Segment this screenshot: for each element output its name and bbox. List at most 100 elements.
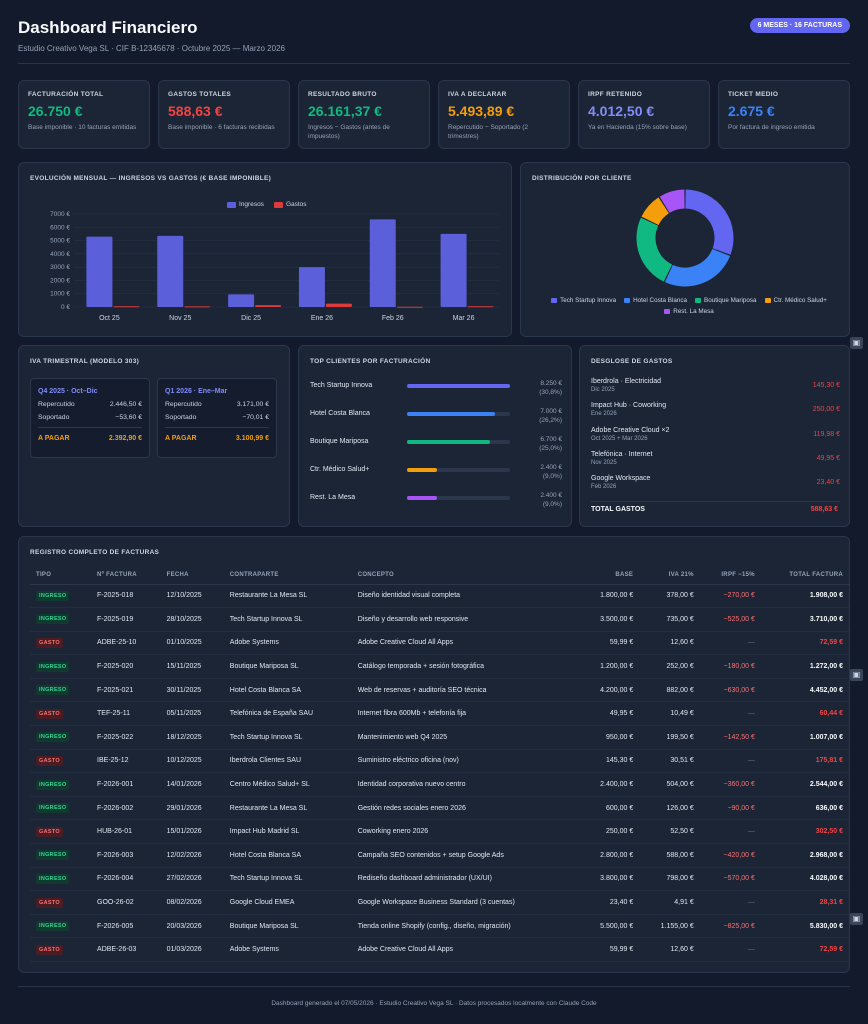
iva-soportado-label: Soportado <box>38 414 70 421</box>
type-cell: GASTO <box>30 937 92 962</box>
total-amount: 1.272,00 € <box>760 654 849 679</box>
counterparty: Google Cloud EMEA <box>223 890 352 915</box>
table-row[interactable]: INGRESO F-2025-021 30/11/2025 Hotel Costa B… <box>30 678 849 703</box>
column-header[interactable]: BASE <box>578 567 640 585</box>
expense-name: Telefónica · Internet <box>591 450 653 458</box>
expense-date: Nov 2025 <box>591 459 617 466</box>
legend-label: Boutique Mariposa <box>704 297 757 304</box>
table-row[interactable]: GASTO ADBE-25-10 01/10/2025 Adobe Systems Ad… <box>30 631 849 656</box>
base-amount: 23,40 € <box>578 890 640 915</box>
expense-bar[interactable] <box>255 305 282 307</box>
invoice-number: TEF-25-11 <box>91 701 161 727</box>
table-row[interactable]: INGRESO F-2025-018 12/10/2025 Restaurante L… <box>30 584 849 609</box>
table-row[interactable]: GASTO IBE-25-12 10/12/2025 Iberdrola Client… <box>30 749 849 774</box>
expense-bar[interactable] <box>184 306 211 308</box>
expense-date: Ene 2026 <box>591 411 617 418</box>
counterparty: Telefónica de España SAU <box>223 701 352 727</box>
invoice-date: 15/01/2026 <box>160 819 224 845</box>
client-row: Ctr. Médico Salud+ 2.400 € (9,0%) <box>310 463 562 485</box>
expense-bar[interactable] <box>113 306 140 308</box>
invoices-table: TIPO Nº FACTURA FECHA CONTRAPARTE CONCEPTO BA… <box>30 567 849 962</box>
column-header[interactable]: CONTRAPARTE <box>223 567 352 585</box>
invoice-date: 20/03/2026 <box>160 914 224 939</box>
iva-pay-value: 3.100,99 € <box>235 435 269 442</box>
kpi-value: 4.012,50 € <box>588 103 655 119</box>
type-cell: INGRESO <box>30 867 92 892</box>
legend-expense-label: Gastos <box>285 201 307 208</box>
type-cell: INGRESO <box>30 843 92 868</box>
expenses-card: DESGLOSE DE GASTOS Iberdrola · Electrici… <box>579 345 850 527</box>
iva-soportado-row: Soportado −53,60 € <box>38 414 142 421</box>
kpi-description: Ya en Hacienda (15% sobre base) <box>588 124 687 131</box>
image-icon[interactable]: ▣ <box>850 337 863 349</box>
counterparty: Restaurante La Mesa SL <box>223 584 352 609</box>
donut-slice[interactable] <box>664 248 731 287</box>
table-row[interactable]: INGRESO F-2026-005 20/03/2026 Boutique Mari… <box>30 914 849 939</box>
income-bar[interactable] <box>86 236 113 307</box>
expense-bar[interactable] <box>396 306 423 308</box>
column-header[interactable]: IRPF −15% <box>699 567 761 585</box>
table-row[interactable]: INGRESO F-2025-020 15/11/2025 Boutique Mari… <box>30 654 849 679</box>
invoice-number: GOO-26-02 <box>91 890 161 915</box>
concept: Catálogo temporada + sesión fotográfica <box>351 654 579 679</box>
column-header[interactable]: Nº FACTURA <box>91 567 161 585</box>
income-bar[interactable] <box>298 267 325 307</box>
image-icon[interactable]: ▣ <box>850 669 863 681</box>
income-bar[interactable] <box>440 233 467 307</box>
concept: Tienda online Shopify (config., diseño, … <box>351 914 579 939</box>
invoice-number: F-2026-003 <box>91 843 161 868</box>
column-header[interactable]: FECHA <box>160 567 224 585</box>
table-row[interactable]: GASTO GOO-26-02 08/02/2026 Google Cloud EME… <box>30 890 849 915</box>
type-badge: GASTO <box>36 826 63 837</box>
expenses-total-label: TOTAL GASTOS <box>591 506 645 513</box>
table-row[interactable]: INGRESO F-2025-019 28/10/2025 Tech Startup … <box>30 607 849 632</box>
donut-slice[interactable] <box>636 217 673 282</box>
column-header[interactable]: CONCEPTO <box>351 567 579 585</box>
type-badge: GASTO <box>36 637 63 648</box>
income-bar[interactable] <box>157 235 184 307</box>
table-row[interactable]: GASTO TEF-25-11 05/11/2025 Telefónica de Es… <box>30 701 849 727</box>
invoice-date: 01/10/2025 <box>160 631 224 656</box>
table-body: INGRESO F-2025-018 12/10/2025 Restaurante L… <box>30 584 849 962</box>
irpf-amount: −525,00 € <box>699 607 761 632</box>
donut-slice[interactable] <box>684 189 734 255</box>
iva-repercutido-row: Repercutido 2.446,50 € <box>38 401 142 408</box>
table-row[interactable]: INGRESO F-2026-002 29/01/2026 Restaurante L… <box>30 796 849 821</box>
base-amount: 950,00 € <box>578 725 640 750</box>
client-bar-track <box>407 412 510 416</box>
total-amount: 302,50 € <box>760 819 849 845</box>
type-cell: GASTO <box>30 631 92 656</box>
concept: Web de reservas + auditoría SEO técnica <box>351 678 579 703</box>
table-row[interactable]: GASTO ADBE-26-03 01/03/2026 Adobe Systems Ad… <box>30 937 849 962</box>
table-row[interactable]: INGRESO F-2026-001 14/01/2026 Centro Médico… <box>30 772 849 797</box>
donut-slice[interactable] <box>659 189 686 214</box>
type-badge: INGRESO <box>36 873 70 884</box>
column-header[interactable]: TOTAL FACTURA <box>760 567 849 585</box>
client-distribution-card: DISTRIBUCIÓN POR CLIENTE Tech Startup In… <box>520 162 850 337</box>
iva-amount: 10,49 € <box>639 701 700 727</box>
counterparty: Tech Startup Innova SL <box>223 607 352 632</box>
column-header[interactable]: TIPO <box>30 567 92 585</box>
column-header[interactable]: IVA 21% <box>639 567 700 585</box>
expense-name: Impact Hub · Coworking <box>591 402 667 410</box>
table-row[interactable]: INGRESO F-2025-022 18/12/2025 Tech Startup … <box>30 725 849 750</box>
iva-soportado-value: −70,01 € <box>242 414 269 421</box>
invoice-number: F-2025-019 <box>91 607 161 632</box>
iva-quarter-box: Q4 2025 · Oct–Dic Repercutido 2.446,50 € So… <box>30 378 150 458</box>
distribution-title: DISTRIBUCIÓN POR CLIENTE <box>532 175 632 182</box>
donut-slice[interactable] <box>641 197 670 226</box>
expense-bar[interactable] <box>467 306 494 308</box>
income-bar[interactable] <box>228 294 255 307</box>
table-row[interactable]: INGRESO F-2026-003 12/02/2026 Hotel Costa B… <box>30 843 849 868</box>
table-row[interactable]: GASTO HUB-26-01 15/01/2026 Impact Hub Madri… <box>30 819 849 845</box>
invoice-number: IBE-25-12 <box>91 749 161 774</box>
table-row[interactable]: INGRESO F-2026-004 27/02/2026 Tech Startup … <box>30 867 849 892</box>
total-amount: 636,00 € <box>760 796 849 821</box>
iva-amount: 4,91 € <box>639 890 700 915</box>
image-icon[interactable]: ▣ <box>850 913 863 925</box>
concept: Coworking enero 2026 <box>351 819 579 845</box>
kpi-card: IVA A DECLARAR 5.493,89 € Repercutido − So… <box>438 80 570 149</box>
expense-bar[interactable] <box>325 303 352 307</box>
income-bar[interactable] <box>369 219 396 307</box>
base-amount: 3.800,00 € <box>578 867 640 892</box>
